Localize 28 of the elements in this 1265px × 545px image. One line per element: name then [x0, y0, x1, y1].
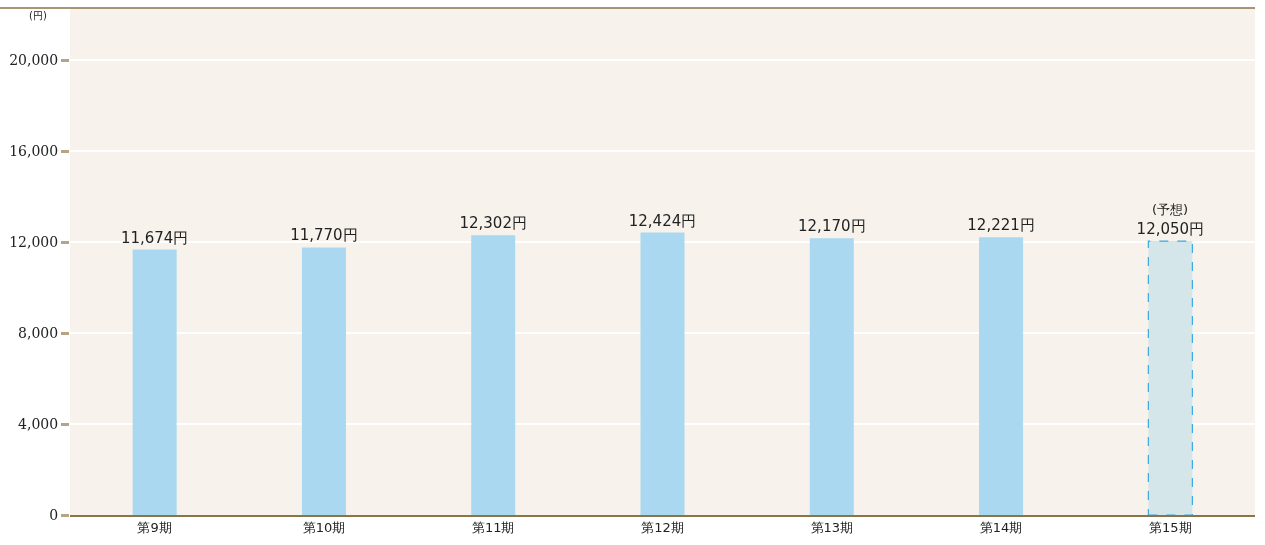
y-tick-label: 12,000 — [9, 234, 59, 251]
y-tick-label: 4,000 — [18, 415, 59, 432]
y-tick-label: 0 — [49, 506, 59, 523]
x-tick-label: 第14期 — [979, 520, 1023, 536]
bar — [132, 249, 177, 515]
y-tick-label: 16,000 — [9, 143, 59, 160]
data-label: 12,050円 — [1136, 220, 1205, 239]
y-tick-label: 8,000 — [18, 325, 59, 342]
x-tick-label: 第15期 — [1149, 520, 1192, 536]
bar — [640, 232, 685, 515]
y-axis-title: (円) — [29, 10, 47, 21]
data-label: 12,424円 — [628, 211, 697, 230]
data-label: 12,302円 — [459, 214, 527, 233]
bar — [809, 238, 854, 515]
y-tick-label: 20,000 — [9, 52, 59, 69]
data-label: 12,170円 — [798, 217, 866, 236]
data-label: 11,770円 — [290, 226, 358, 245]
x-tick-label: 第12期 — [641, 520, 684, 536]
bar — [471, 235, 516, 515]
x-tick-label: 第13期 — [810, 520, 854, 536]
data-label: 12,221円 — [967, 216, 1035, 235]
data-label: 11,674円 — [120, 228, 189, 247]
x-tick-label: 第9期 — [137, 520, 172, 536]
bar — [301, 247, 346, 515]
x-tick-label: 第11期 — [471, 520, 515, 536]
x-tick-label: 第10期 — [302, 520, 346, 536]
bar — [979, 237, 1024, 515]
annotation: (予想) — [1152, 202, 1189, 217]
